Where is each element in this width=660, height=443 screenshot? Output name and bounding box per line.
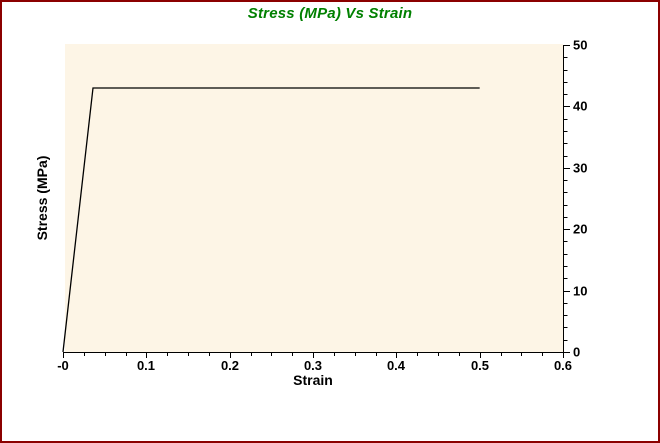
chart-title: Stress (MPa) Vs Strain: [247, 5, 413, 22]
x-axis-title: Strain: [293, 372, 333, 388]
x-tick-label: 0.2: [221, 358, 239, 373]
y-axis-title: Stress (MPa): [34, 155, 50, 241]
x-tick-label: 0.3: [304, 358, 322, 373]
stress-strain-curve: [62, 87, 480, 353]
x-tick-label: 0.1: [137, 358, 155, 373]
x-tick-label: 0.6: [554, 358, 572, 373]
x-tick-label: -0: [57, 358, 69, 373]
y-tick-label: 20: [573, 222, 587, 237]
y-tick-label: 40: [573, 99, 587, 114]
x-tick-label: 0.4: [387, 358, 406, 373]
y-tick-label: 0: [573, 345, 580, 360]
y-tick-label: 10: [573, 284, 587, 299]
y-tick-label: 30: [573, 161, 587, 176]
x-tick-label: 0.5: [471, 358, 489, 373]
y-tick-label: 50: [573, 38, 587, 53]
plot-area: [65, 44, 563, 352]
